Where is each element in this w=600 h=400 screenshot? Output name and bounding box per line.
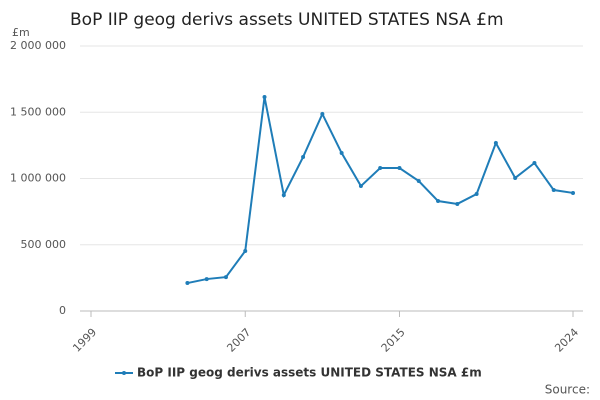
point bbox=[320, 111, 325, 116]
y-tick-label: 2 000 000 bbox=[10, 39, 66, 52]
point bbox=[416, 179, 421, 184]
point bbox=[397, 166, 402, 171]
point bbox=[223, 275, 228, 280]
point bbox=[532, 160, 537, 165]
y-tick-label: 500 000 bbox=[21, 238, 67, 251]
point bbox=[281, 193, 286, 198]
x-tick-label: 2024 bbox=[552, 326, 581, 355]
y-tick-label: 1 000 000 bbox=[10, 172, 66, 185]
point bbox=[513, 175, 518, 180]
x-tick-label: 2015 bbox=[379, 326, 408, 355]
point bbox=[339, 151, 344, 156]
point bbox=[474, 192, 479, 197]
point bbox=[455, 201, 460, 206]
y-unit: £m bbox=[12, 26, 30, 39]
point bbox=[204, 277, 209, 282]
point bbox=[301, 155, 306, 160]
legend-marker bbox=[122, 371, 126, 375]
point bbox=[378, 166, 383, 171]
point bbox=[436, 199, 441, 204]
line bbox=[187, 96, 574, 285]
point bbox=[358, 184, 363, 189]
point bbox=[493, 140, 498, 145]
y-tick-label: 0 bbox=[59, 304, 66, 317]
source: Source: bbox=[545, 383, 590, 397]
point bbox=[571, 190, 575, 195]
x-tick-label: 1999 bbox=[70, 326, 99, 355]
legend-label: BoP IIP geog derivs assets UNITED STATES… bbox=[137, 366, 482, 380]
point bbox=[262, 95, 267, 100]
chart-title: BoP IIP geog derivs assets UNITED STATES… bbox=[70, 10, 504, 30]
point bbox=[551, 188, 556, 193]
point bbox=[185, 281, 190, 286]
point bbox=[243, 248, 248, 253]
y-tick-label: 1 500 000 bbox=[10, 105, 66, 118]
x-tick-label: 2007 bbox=[224, 326, 253, 355]
